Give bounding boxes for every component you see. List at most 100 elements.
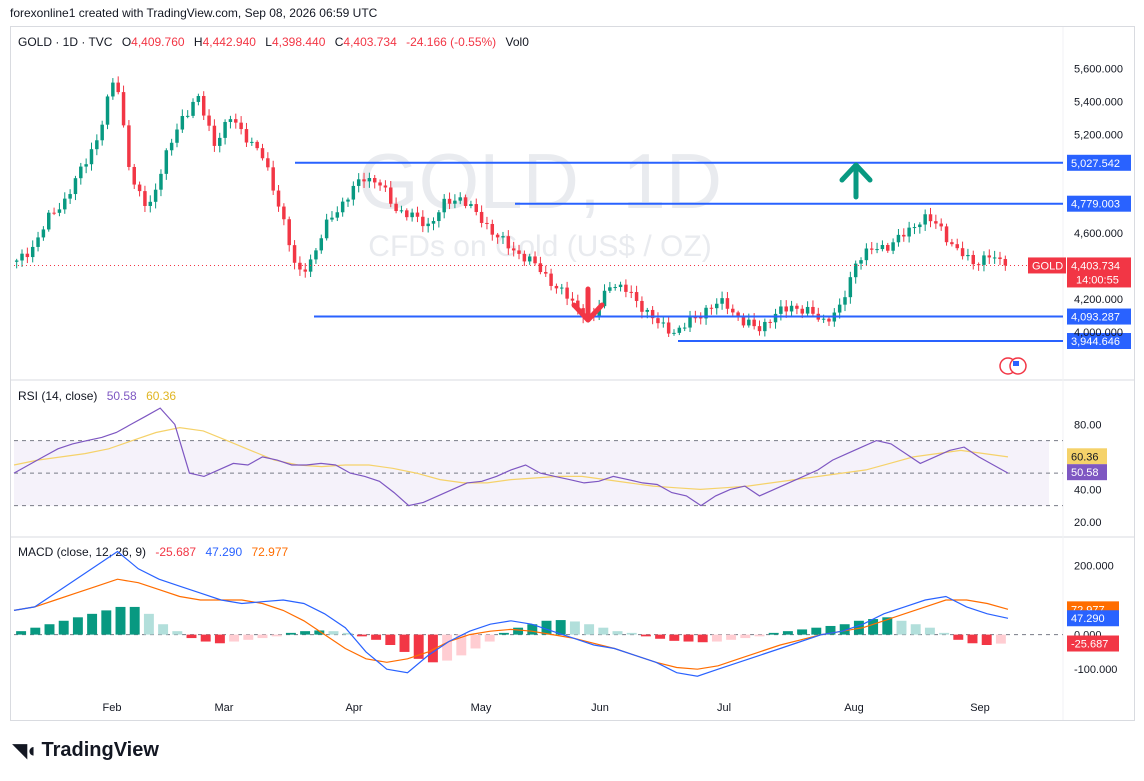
candle[interactable] xyxy=(731,304,735,317)
candle[interactable] xyxy=(116,76,120,95)
candle[interactable] xyxy=(383,180,388,192)
candle[interactable] xyxy=(795,303,799,315)
candle[interactable] xyxy=(490,219,495,241)
candle[interactable] xyxy=(565,281,569,306)
candle[interactable] xyxy=(928,207,933,228)
candle[interactable] xyxy=(533,251,537,266)
candle[interactable] xyxy=(886,242,890,253)
candle[interactable] xyxy=(896,228,901,247)
candle[interactable] xyxy=(720,291,724,310)
candle[interactable] xyxy=(864,243,869,266)
candle[interactable] xyxy=(260,143,265,161)
candle[interactable] xyxy=(314,248,318,264)
candle[interactable] xyxy=(169,138,174,156)
candle[interactable] xyxy=(741,313,746,328)
candle[interactable] xyxy=(223,119,227,145)
candle[interactable] xyxy=(89,142,94,171)
candle[interactable] xyxy=(613,283,617,291)
candle[interactable] xyxy=(629,285,633,299)
candle[interactable] xyxy=(682,322,687,332)
candle[interactable] xyxy=(704,305,708,325)
candle[interactable] xyxy=(709,304,714,315)
candle[interactable] xyxy=(538,256,543,275)
brand[interactable]: ◥◖ TradingView xyxy=(12,738,159,763)
candle[interactable] xyxy=(543,265,548,277)
candle[interactable] xyxy=(971,250,976,270)
candle[interactable] xyxy=(319,234,324,254)
candle[interactable] xyxy=(608,281,612,293)
candle[interactable] xyxy=(201,91,206,121)
candle[interactable] xyxy=(485,216,489,230)
candle[interactable] xyxy=(950,238,954,247)
candle[interactable] xyxy=(148,195,153,213)
candle[interactable] xyxy=(848,271,853,304)
candle[interactable] xyxy=(918,222,922,234)
us-flag-icon[interactable] xyxy=(999,357,1027,375)
candle[interactable] xyxy=(549,268,553,291)
candle[interactable] xyxy=(880,240,885,252)
candle[interactable] xyxy=(266,152,270,171)
candle[interactable] xyxy=(506,230,511,255)
candle[interactable] xyxy=(666,316,671,337)
candle[interactable] xyxy=(768,319,772,329)
candle[interactable] xyxy=(757,320,762,336)
candle[interactable] xyxy=(298,256,302,276)
candle[interactable] xyxy=(378,179,382,191)
candle[interactable] xyxy=(121,85,126,128)
candle[interactable] xyxy=(527,253,532,265)
candle[interactable] xyxy=(389,180,393,208)
candle[interactable] xyxy=(1003,255,1008,271)
candle[interactable] xyxy=(84,158,88,174)
candle[interactable] xyxy=(405,208,409,221)
candle[interactable] xyxy=(63,192,67,214)
candle[interactable] xyxy=(677,325,682,336)
candle[interactable] xyxy=(431,217,436,231)
candle[interactable] xyxy=(688,310,692,332)
candle[interactable] xyxy=(661,315,666,328)
candle[interactable] xyxy=(41,226,46,241)
candle[interactable] xyxy=(859,257,863,270)
candle[interactable] xyxy=(143,185,147,212)
candle[interactable] xyxy=(79,162,83,185)
candle[interactable] xyxy=(30,240,35,263)
candle[interactable] xyxy=(335,206,340,222)
candle[interactable] xyxy=(73,175,78,201)
candle[interactable] xyxy=(501,231,505,244)
candle[interactable] xyxy=(159,169,163,197)
candle[interactable] xyxy=(244,122,249,147)
candle[interactable] xyxy=(474,198,479,216)
candle[interactable] xyxy=(212,119,217,152)
candle[interactable] xyxy=(640,296,644,319)
candle[interactable] xyxy=(271,160,275,196)
candle[interactable] xyxy=(442,194,446,219)
candle[interactable] xyxy=(763,318,767,337)
candle[interactable] xyxy=(816,307,821,322)
candle[interactable] xyxy=(624,279,628,298)
candle[interactable] xyxy=(340,197,345,217)
candle[interactable] xyxy=(52,207,56,216)
candle[interactable] xyxy=(100,120,104,146)
candle[interactable] xyxy=(902,228,906,242)
candle[interactable] xyxy=(255,140,259,151)
candle[interactable] xyxy=(367,172,372,188)
candle[interactable] xyxy=(891,238,895,255)
candle[interactable] xyxy=(14,258,19,269)
candle[interactable] xyxy=(362,172,366,188)
candle[interactable] xyxy=(805,301,810,318)
candle[interactable] xyxy=(517,244,521,260)
candle[interactable] xyxy=(234,113,238,129)
candle[interactable] xyxy=(934,214,938,229)
candle[interactable] xyxy=(292,240,297,270)
candle[interactable] xyxy=(650,306,655,325)
candle[interactable] xyxy=(944,223,949,246)
candle[interactable] xyxy=(127,120,131,171)
candle[interactable] xyxy=(228,115,233,129)
candle[interactable] xyxy=(303,263,307,278)
candle[interactable] xyxy=(837,298,842,319)
candle[interactable] xyxy=(20,249,24,267)
candle[interactable] xyxy=(522,250,527,266)
candle[interactable] xyxy=(725,292,730,315)
candle[interactable] xyxy=(346,197,350,207)
candle[interactable] xyxy=(132,163,136,190)
